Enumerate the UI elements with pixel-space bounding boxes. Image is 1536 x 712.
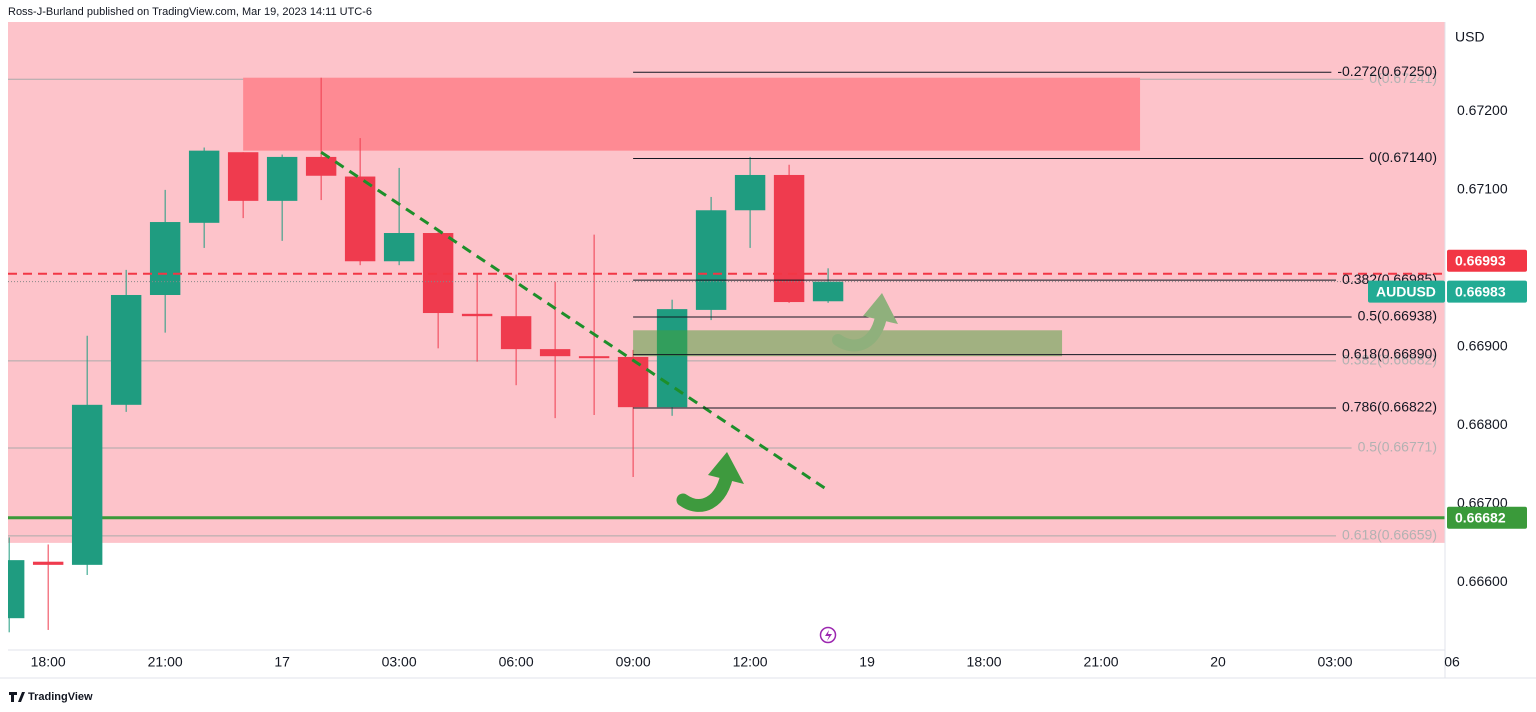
candle-body bbox=[812, 281, 844, 302]
time-axis-panel bbox=[0, 650, 1536, 712]
x-tick-label: 06 bbox=[1444, 654, 1460, 670]
x-tick-label: 20 bbox=[1210, 654, 1226, 670]
x-tick-label: 17 bbox=[274, 654, 290, 670]
x-tick-label: 18:00 bbox=[967, 654, 1002, 670]
prev-close-box bbox=[1447, 249, 1527, 272]
y-tick-label: 0.66900 bbox=[1457, 337, 1508, 353]
support-box bbox=[1447, 506, 1527, 529]
candle-body bbox=[227, 152, 259, 201]
fib-label: 0.618(0.66890) bbox=[1342, 345, 1437, 361]
candle-body bbox=[695, 210, 727, 310]
arrow-head bbox=[863, 293, 898, 324]
candle-body bbox=[773, 174, 805, 303]
x-tick-label: 18:00 bbox=[31, 654, 66, 670]
symbol-box bbox=[1368, 280, 1445, 303]
fib-label: 0(0.67241) bbox=[1369, 70, 1437, 86]
x-tick-label: 03:00 bbox=[1318, 654, 1353, 670]
currency-label: USD bbox=[1455, 29, 1485, 45]
prev-close-label: 0.66993 bbox=[1455, 253, 1506, 269]
last-price-label: 0.66983 bbox=[1455, 283, 1506, 299]
symbol-label: AUDUSD bbox=[1376, 283, 1436, 299]
fib-label: -0.272(0.67250) bbox=[1337, 63, 1437, 79]
y-tick-label: 0.66700 bbox=[1457, 494, 1508, 510]
candle-body bbox=[188, 150, 220, 223]
y-tick-label: 0.67200 bbox=[1457, 102, 1508, 118]
x-tick-label: 12:00 bbox=[733, 654, 768, 670]
candle-body bbox=[266, 156, 298, 201]
candle-body bbox=[539, 349, 571, 357]
annotation-arrows bbox=[676, 293, 898, 512]
y-tick-label: 0.66600 bbox=[1457, 573, 1508, 589]
fib-label: 0(0.67140) bbox=[1369, 149, 1437, 165]
candle-body bbox=[149, 222, 181, 295]
candle-body bbox=[110, 294, 142, 405]
arrow-body bbox=[832, 306, 888, 352]
x-tick-label: 09:00 bbox=[616, 654, 651, 670]
fib-label: 0.382(0.66882) bbox=[1342, 352, 1437, 368]
candle-body bbox=[617, 356, 649, 408]
header: Ross-J-Burland published on TradingView.… bbox=[8, 6, 372, 18]
candle-body bbox=[344, 176, 376, 262]
plot-area bbox=[8, 22, 1445, 633]
candle-body bbox=[71, 404, 103, 565]
x-tick-label: 21:00 bbox=[148, 654, 183, 670]
price-axis-panel bbox=[1445, 0, 1536, 712]
candle-body bbox=[500, 316, 532, 350]
event-icon-bolt bbox=[825, 630, 832, 641]
candle-body bbox=[8, 560, 25, 619]
candle-body bbox=[383, 233, 415, 262]
x-tick-label: 21:00 bbox=[1084, 654, 1119, 670]
fib-label: 0.786(0.66822) bbox=[1342, 399, 1437, 415]
candle-body bbox=[461, 313, 493, 317]
footer-logo: TradingView bbox=[28, 691, 93, 703]
zone bbox=[243, 77, 1141, 151]
y-tick-label: 0.67100 bbox=[1457, 181, 1508, 197]
candle-body bbox=[656, 309, 688, 408]
labels: 0(0.67241) 0.382(0.66882) 0.5(0.66771) 0.61… bbox=[31, 63, 1527, 670]
fib-label: 0.5(0.66771) bbox=[1358, 439, 1437, 455]
candle-body bbox=[32, 561, 64, 565]
support-label: 0.66682 bbox=[1455, 509, 1506, 525]
arrow-head bbox=[708, 452, 744, 484]
fib-label: 0.618(0.66659) bbox=[1342, 527, 1437, 543]
x-tick-label: 03:00 bbox=[382, 654, 417, 670]
logo-icon bbox=[9, 692, 25, 702]
y-tick-label: 0.66800 bbox=[1457, 416, 1508, 432]
last-price-box bbox=[1447, 280, 1527, 303]
candle-body bbox=[734, 174, 766, 211]
x-tick-label: 06:00 bbox=[499, 654, 534, 670]
candle-body bbox=[578, 356, 610, 359]
fib-label: 0.5(0.66938) bbox=[1358, 308, 1437, 324]
x-tick-label: 19 bbox=[859, 654, 875, 670]
candle-body bbox=[305, 156, 337, 176]
